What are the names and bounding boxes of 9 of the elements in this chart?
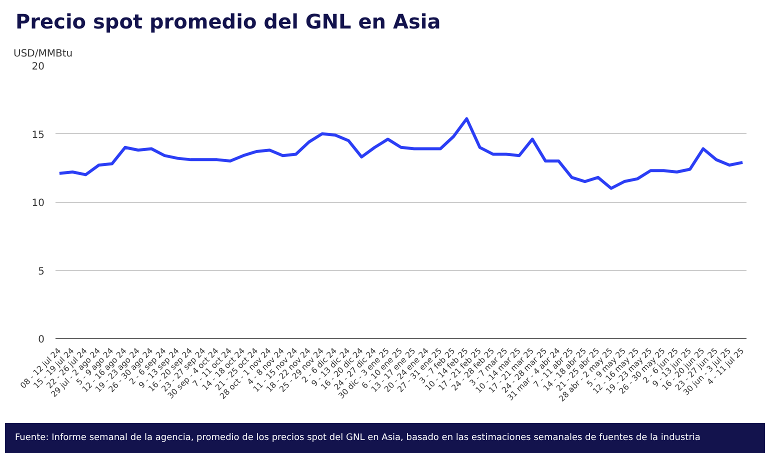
chart-title: Precio spot promedio del GNL en Asia (16, 10, 441, 34)
y-tick-label: 20 (32, 62, 45, 72)
y-tick-label: 5 (38, 266, 45, 278)
y-tick-label: 10 (32, 198, 45, 209)
y-axis-title: USD/MMBtu (14, 48, 73, 60)
source-note: Fuente: Informe semanal de la agencia, promedio de los precios spot del GNL en Asia, basado en las estimaciones semanales de fuentes de la industria (15, 432, 700, 445)
line-series (58, 117, 744, 190)
y-tick-label: 15 (32, 130, 45, 141)
y-tick-label: 0 (38, 334, 45, 346)
